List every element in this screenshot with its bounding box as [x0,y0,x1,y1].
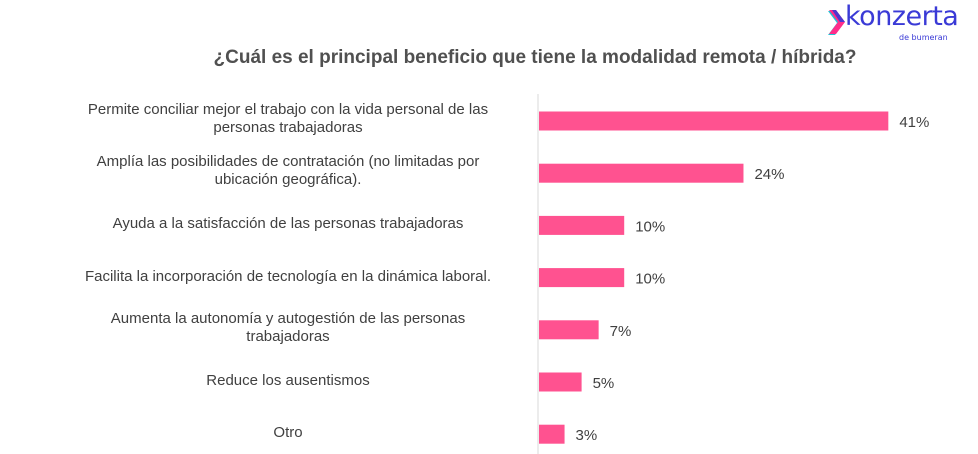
data-label: 7% [610,323,632,340]
data-label: 41% [899,114,929,131]
logo-subtitle: de bumeran [899,33,948,42]
data-label: 3% [576,427,598,444]
category-label-line: personas trabajadoras [213,119,363,136]
category-label-line: Permite conciliar mejor el trabajo con l… [87,101,489,118]
category-label-line: Amplía las posibilidades de contratación… [96,153,480,171]
bar [539,268,625,288]
bar [539,372,582,392]
bar [539,320,599,340]
category-label-line: Aumenta la autonomía y autogestión de la… [110,309,466,327]
data-label: 10% [635,271,665,288]
category-label: Ayuda a la satisfacción de las personas … [53,215,523,233]
data-label: 5% [593,375,615,392]
category-label: Permite conciliar mejor el trabajo con l… [53,101,523,137]
category-label: Facilita la incorporación de tecnología … [53,268,523,286]
category-label: Amplía las posibilidades de contratación… [53,153,523,189]
chevron-logo-icon [828,10,845,35]
data-label: 24% [754,166,784,183]
bar [539,163,744,183]
bar [539,111,889,131]
data-label: 10% [635,218,665,235]
bar [539,424,565,444]
category-label-line: Ayuda a la satisfacción de las personas … [112,215,464,233]
konzerta-logo: konzerta de bumeran [826,1,959,44]
chart-title: ¿Cuál es el principal beneficio que tien… [213,47,857,68]
category-label-line: Reduce los ausentismos [206,372,370,389]
category-label-line: trabajadoras [246,327,330,345]
category-label-line: Facilita la incorporación de tecnología … [84,267,492,285]
bar [539,215,625,235]
category-label: Aumenta la autonomía y autogestión de la… [53,310,523,346]
category-label: Reduce los ausentismos [53,372,523,390]
category-label-line: Otro [273,424,303,442]
category-label: Otro [53,424,523,442]
logo-wordmark: konzerta [845,1,959,32]
category-label-line: ubicación geográfica). [214,171,362,189]
